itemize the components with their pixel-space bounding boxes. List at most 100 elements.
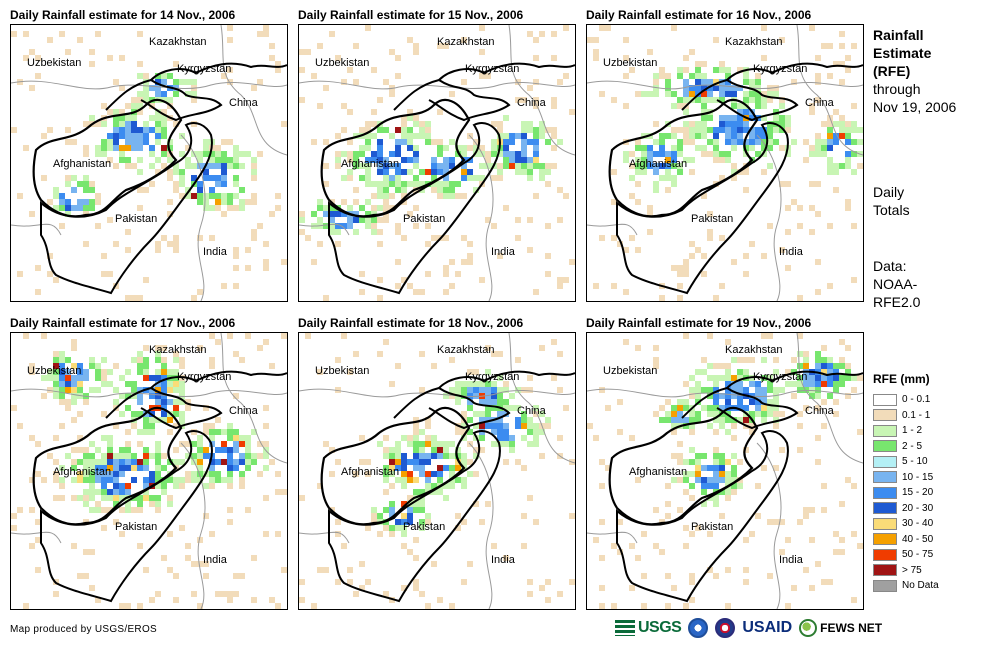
legend-swatch [873, 424, 897, 437]
legend-swatch [873, 486, 897, 499]
legend-label: 0.1 - 1 [902, 409, 931, 421]
country-label-afghanistan: Afghanistan [53, 158, 111, 170]
legend-label: 1 - 2 [902, 425, 923, 437]
country-label-kazakhstan: Kazakhstan [149, 36, 206, 48]
legend-label: 50 - 75 [902, 549, 934, 561]
country-label-afghanistan: Afghanistan [341, 466, 399, 478]
country-label-afghanistan: Afghanistan [341, 158, 399, 170]
country-label-kyrgyzstan: Kyrgyzstan [177, 63, 231, 75]
legend-item: 0.1 - 1 [873, 408, 939, 424]
daily-totals-line: Daily [873, 184, 905, 200]
legend-item: 0 - 0.1 [873, 392, 939, 408]
legend-item: 50 - 75 [873, 547, 939, 563]
panel-title-18-nov: Daily Rainfall estimate for 18 Nov., 200… [298, 316, 524, 330]
country-label-uzbekistan: Uzbekistan [603, 365, 657, 377]
panel-title-16-nov: Daily Rainfall estimate for 16 Nov., 200… [586, 8, 812, 22]
map-18-nov: Kazakhstan Uzbekistan Kyrgyzstan China Afgha… [298, 332, 576, 610]
legend-item: 20 - 30 [873, 501, 939, 517]
country-label-kazakhstan: Kazakhstan [437, 36, 494, 48]
legend-item: 2 - 5 [873, 439, 939, 455]
daily-totals-note: Daily Totals [873, 183, 910, 219]
legend-label: 10 - 15 [902, 471, 934, 483]
country-label-kyrgyzstan: Kyrgyzstan [753, 63, 807, 75]
legend-item: 30 - 40 [873, 516, 939, 532]
map-17-nov: Kazakhstan Uzbekistan Kyrgyzstan China Afgha… [10, 332, 288, 610]
usgs-logo-text: USGS [638, 619, 682, 636]
nasa-seal-icon [715, 618, 736, 638]
legend-swatch [873, 455, 897, 468]
legend-label: 40 - 50 [902, 533, 934, 545]
usaid-logo: USAID [742, 619, 792, 637]
legend-swatch [873, 564, 897, 577]
country-label-kazakhstan: Kazakhstan [437, 344, 494, 356]
legend-label: > 75 [902, 564, 922, 576]
country-label-uzbekistan: Uzbekistan [603, 57, 657, 69]
country-label-india: India [491, 554, 516, 566]
country-label-afghanistan: Afghanistan [629, 158, 687, 170]
legend-label: 30 - 40 [902, 518, 934, 530]
country-label-india: India [779, 554, 804, 566]
legend-swatch [873, 409, 897, 422]
country-label-pakistan: Pakistan [403, 213, 445, 225]
daily-totals-line: Totals [873, 202, 910, 218]
country-label-china: China [517, 97, 547, 109]
side-title: Rainfall Estimate (RFE) through Nov 19, … [873, 26, 956, 116]
legend-item: No Data [873, 578, 939, 594]
legend-swatch [873, 440, 897, 453]
legend-swatch [873, 533, 897, 546]
country-label-kazakhstan: Kazakhstan [725, 344, 782, 356]
logo-strip: USGS USAID FEWS NET [615, 618, 882, 638]
legend-label: 15 - 20 [902, 487, 934, 499]
legend-swatch [873, 517, 897, 530]
panel-title-17-nov: Daily Rainfall estimate for 17 Nov., 200… [10, 316, 236, 330]
country-label-india: India [779, 246, 804, 258]
legend-label: No Data [902, 580, 939, 592]
country-label-china: China [805, 97, 835, 109]
legend-title: RFE (mm) [873, 372, 930, 386]
country-label-china: China [805, 405, 835, 417]
country-label-uzbekistan: Uzbekistan [315, 57, 369, 69]
rainfall-map: Kazakhstan Uzbekistan Kyrgyzstan China Afgha… [11, 25, 287, 301]
rainfall-map: Kazakhstan Uzbekistan Kyrgyzstan China Afgha… [299, 25, 575, 301]
side-title-line: Rainfall [873, 27, 924, 43]
usgs-logo: USGS [615, 619, 682, 637]
country-label-india: India [203, 246, 228, 258]
country-label-afghanistan: Afghanistan [629, 466, 687, 478]
country-label-kyrgyzstan: Kyrgyzstan [465, 371, 519, 383]
map-14-nov: Kazakhstan Uzbekistan Kyrgyzstan China Afgha… [10, 24, 288, 302]
country-label-pakistan: Pakistan [403, 521, 445, 533]
legend-item: > 75 [873, 563, 939, 579]
country-label-uzbekistan: Uzbekistan [27, 57, 81, 69]
usgs-wave-icon [615, 620, 635, 636]
rainfall-map: Kazakhstan Uzbekistan Kyrgyzstan China Afgha… [587, 333, 863, 609]
legend-swatch [873, 393, 897, 406]
legend-item: 1 - 2 [873, 423, 939, 439]
map-credit: Map produced by USGS/EROS [10, 624, 158, 635]
rainfall-map: Kazakhstan Uzbekistan Kyrgyzstan China Afgha… [299, 333, 575, 609]
legend-item: 10 - 15 [873, 470, 939, 486]
legend-swatch [873, 579, 897, 592]
country-label-kazakhstan: Kazakhstan [725, 36, 782, 48]
panel-title-15-nov: Daily Rainfall estimate for 15 Nov., 200… [298, 8, 524, 22]
data-source-line: NOAA- [873, 276, 918, 292]
side-title-line: (RFE) [873, 63, 911, 79]
country-label-china: China [229, 97, 259, 109]
country-label-uzbekistan: Uzbekistan [315, 365, 369, 377]
data-source-line: Data: [873, 258, 907, 274]
country-label-china: China [229, 405, 259, 417]
noaa-seal-icon [688, 618, 709, 638]
country-label-afghanistan: Afghanistan [53, 466, 111, 478]
country-label-kyrgyzstan: Kyrgyzstan [753, 371, 807, 383]
data-source-line: RFE2.0 [873, 294, 921, 310]
map-19-nov: Kazakhstan Uzbekistan Kyrgyzstan China Afgha… [586, 332, 864, 610]
legend-rows: 0 - 0.1 0.1 - 1 1 - 2 2 - 5 5 - 10 10 - 15 15 … [873, 392, 939, 594]
country-label-kazakhstan: Kazakhstan [149, 344, 206, 356]
country-label-india: India [491, 246, 516, 258]
map-16-nov: Kazakhstan Uzbekistan Kyrgyzstan China Afgha… [586, 24, 864, 302]
legend-item: 40 - 50 [873, 532, 939, 548]
legend: RFE (mm) 0 - 0.1 0.1 - 1 1 - 2 2 - 5 5 - 10 1… [873, 372, 939, 594]
side-title-line: Estimate [873, 45, 932, 61]
country-label-china: China [517, 405, 547, 417]
country-label-india: India [203, 554, 228, 566]
usaid-logo-text: USAID [742, 619, 793, 636]
